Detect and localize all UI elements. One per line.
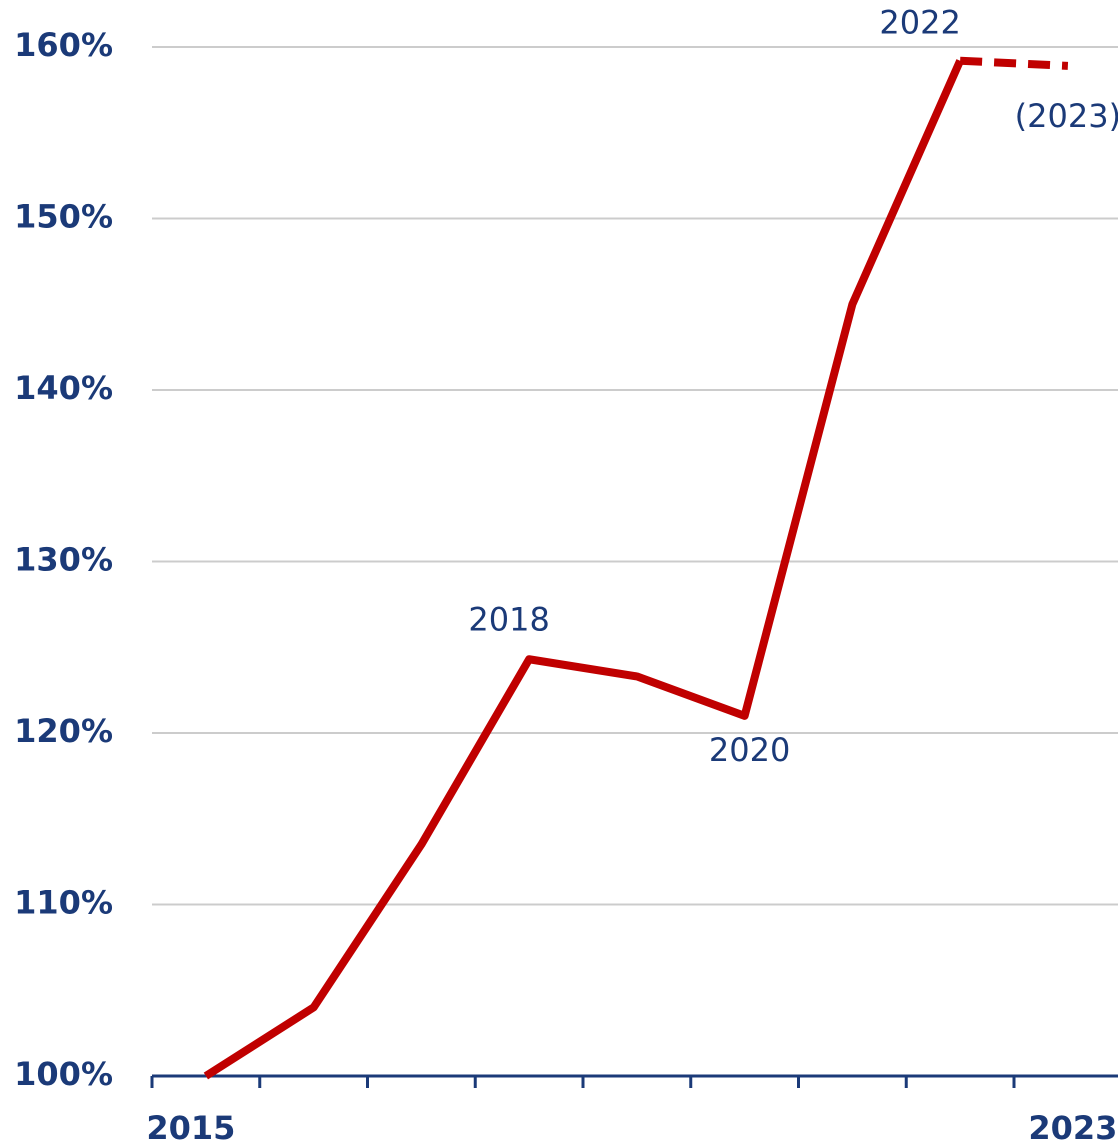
y-tick-label: 160%: [14, 26, 113, 64]
data-line: [203, 59, 964, 1080]
y-tick-label: 110%: [14, 884, 113, 922]
annotation: (2023): [1015, 97, 1118, 135]
y-tick-label: 150%: [14, 198, 113, 236]
annotation: 2020: [709, 731, 790, 769]
y-tick-label: 100%: [14, 1055, 113, 1093]
y-tick-label: 120%: [14, 712, 113, 750]
x-tick-label: 2015: [146, 1109, 235, 1146]
y-tick-label: 130%: [14, 541, 113, 579]
x-tick-label: 2023: [1028, 1109, 1117, 1146]
data-line: [959, 56, 1069, 70]
annotation: 2022: [879, 4, 960, 42]
y-tick-label: 140%: [14, 369, 113, 407]
annotation: 2018: [468, 600, 549, 638]
